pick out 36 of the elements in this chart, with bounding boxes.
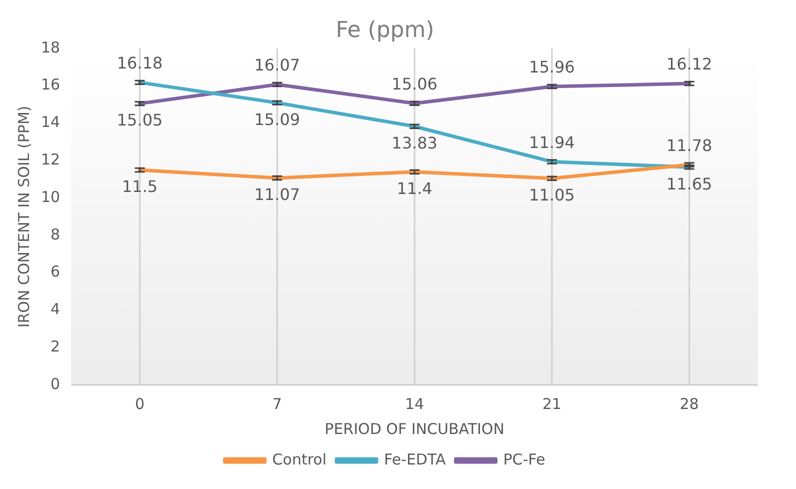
data-label: 16.18 xyxy=(116,54,163,73)
data-label: 11.65 xyxy=(666,174,712,194)
x-tick-label: 7 xyxy=(272,394,282,413)
data-label: 11.78 xyxy=(666,136,712,155)
legend-label: PC-Fe xyxy=(503,450,546,468)
data-label: 11.94 xyxy=(529,132,575,152)
y-tick-label: 8 xyxy=(50,225,60,244)
y-tick-label: 10 xyxy=(40,188,60,206)
y-tick-label: 18 xyxy=(40,38,60,56)
y-tick-label: 12 xyxy=(40,150,60,168)
data-label: 11.4 xyxy=(396,178,432,198)
y-tick-label: 16 xyxy=(40,76,60,94)
y-tick-label: 2 xyxy=(50,337,60,356)
data-label: 15.96 xyxy=(529,58,575,77)
data-label: 11.5 xyxy=(122,177,158,196)
chart-title: Fe (ppm) xyxy=(336,18,434,43)
data-label: 16.07 xyxy=(254,56,300,75)
y-axis-title: IRON CONTENT IN SOIL (PPM) xyxy=(14,106,33,328)
y-tick-label: 4 xyxy=(50,300,60,318)
x-tick-label: 14 xyxy=(404,394,424,413)
y-tick-label: 0 xyxy=(50,374,60,393)
data-label: 11.07 xyxy=(254,185,300,204)
x-axis-title: PERIOD OF INCUBATION xyxy=(324,420,504,438)
x-tick-label: 28 xyxy=(680,394,699,413)
y-tick-label: 14 xyxy=(40,113,60,132)
data-label: 13.83 xyxy=(392,134,438,153)
data-label: 15.05 xyxy=(116,110,163,130)
legend-label: Control xyxy=(272,450,327,468)
data-label: 16.12 xyxy=(666,54,712,74)
data-label: 15.09 xyxy=(254,110,300,129)
data-label: 15.06 xyxy=(392,74,438,94)
legend-label: Fe-EDTA xyxy=(384,450,446,468)
y-tick-label: 6 xyxy=(50,262,60,281)
x-tick-label: 0 xyxy=(135,394,145,413)
x-tick-label: 21 xyxy=(542,394,562,413)
data-label: 11.05 xyxy=(529,186,575,205)
